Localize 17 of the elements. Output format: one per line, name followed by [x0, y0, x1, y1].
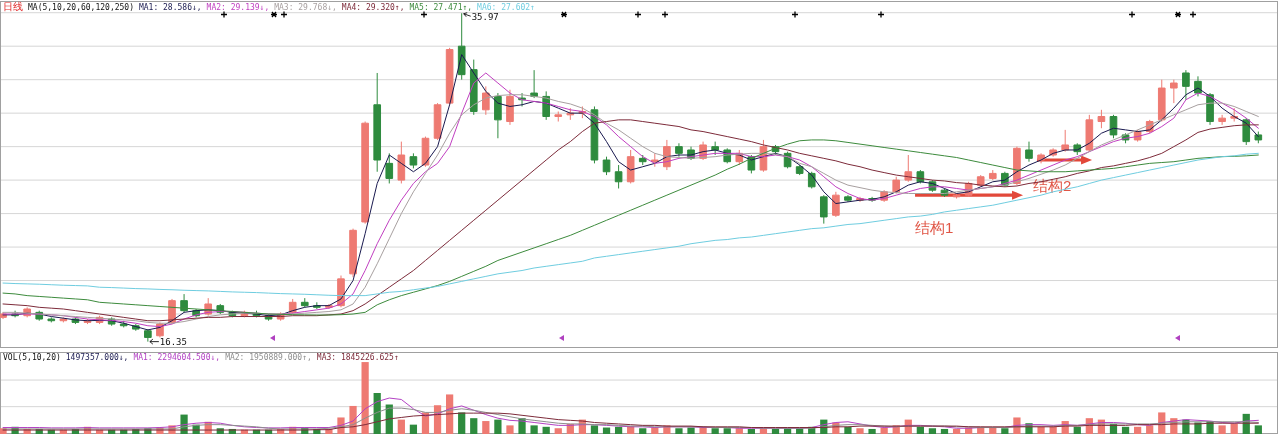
- annotation: 结构2: [1033, 177, 1072, 195]
- text: MA4: 29.320↑,: [341, 2, 405, 12]
- annotation: 35.97: [471, 11, 499, 22]
- chart-title: VOL(5,10,20): [3, 352, 61, 362]
- annotation: 结构1: [915, 219, 954, 237]
- chart-subtitle: MA(5,10,20,60,120,250): [28, 2, 134, 12]
- text: MA2: 29.139↓,: [206, 2, 270, 12]
- text: MA3: 1845226.625↑: [316, 352, 399, 362]
- annotation: 16.35: [159, 337, 187, 348]
- text: MA1: 28.586↓,: [138, 2, 202, 12]
- text: MA1: 2294604.500↓,: [133, 352, 221, 362]
- text: MA5: 27.471↑,: [409, 2, 473, 12]
- chart-subtitle: 1497357.000↓,: [65, 352, 129, 362]
- text: MA3: 29.768↓,: [274, 2, 337, 12]
- text: MA2: 1950889.000↑,: [225, 352, 312, 362]
- text: MA6: 27.602↑: [477, 2, 535, 12]
- chart-title: 日线: [3, 0, 23, 12]
